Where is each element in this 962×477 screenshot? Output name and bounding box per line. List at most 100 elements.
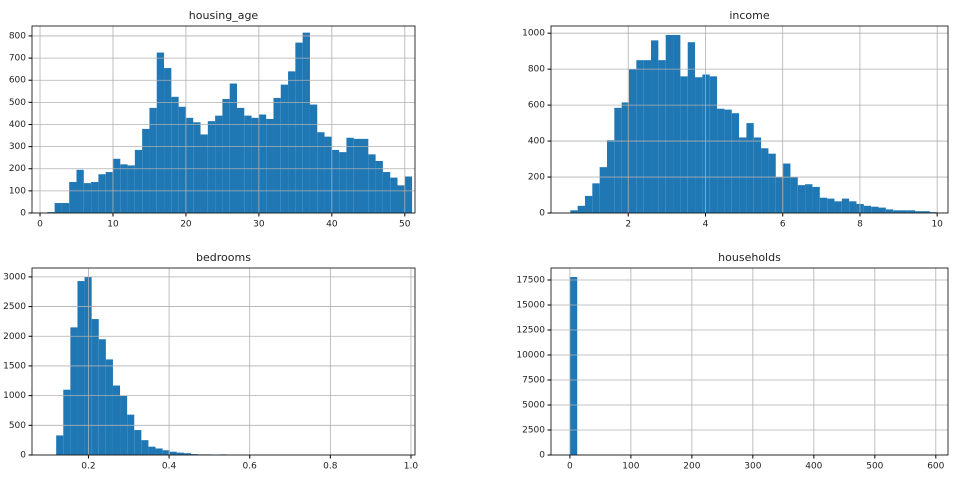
x-tick-label: 100 bbox=[622, 462, 639, 472]
bar bbox=[805, 184, 813, 213]
bar bbox=[775, 177, 784, 213]
bar bbox=[695, 77, 703, 213]
bar bbox=[339, 152, 347, 213]
y-tick-label: 400 bbox=[9, 120, 26, 130]
x-tick-label: 40 bbox=[326, 220, 338, 230]
bar bbox=[702, 74, 710, 213]
bar bbox=[570, 210, 578, 213]
bar bbox=[176, 452, 184, 455]
x-tick-label: 0.6 bbox=[243, 462, 258, 472]
bar bbox=[77, 281, 85, 455]
axes-frame bbox=[31, 267, 416, 456]
x-tick-label: 30 bbox=[253, 220, 265, 230]
bar bbox=[768, 153, 776, 213]
y-tick-label: 200 bbox=[9, 164, 26, 174]
bar bbox=[91, 319, 99, 455]
bar bbox=[91, 182, 99, 213]
bar bbox=[382, 172, 391, 213]
bar bbox=[731, 113, 740, 213]
bar bbox=[142, 128, 150, 213]
y-tick-label: 200 bbox=[528, 173, 545, 183]
bar bbox=[592, 183, 600, 213]
y-tick-label: 500 bbox=[9, 98, 26, 108]
y-tick-label: 0 bbox=[20, 209, 26, 219]
bar bbox=[907, 210, 916, 213]
bar bbox=[162, 450, 170, 455]
bar bbox=[215, 115, 223, 213]
y-tick-label: 300 bbox=[9, 142, 26, 152]
x-tick-label: 1.0 bbox=[404, 462, 419, 472]
bar bbox=[155, 448, 163, 455]
bar bbox=[643, 60, 652, 214]
x-tick-label: 8 bbox=[857, 220, 863, 230]
y-tick-label: 100 bbox=[9, 186, 26, 196]
y-tick-label: 500 bbox=[9, 421, 26, 431]
bar bbox=[871, 206, 879, 213]
bar bbox=[404, 176, 413, 213]
bar bbox=[178, 106, 186, 213]
bar bbox=[120, 164, 128, 213]
x-tick-label: 10 bbox=[107, 220, 119, 230]
axes-frame bbox=[550, 25, 949, 214]
bar bbox=[61, 203, 70, 213]
y-tick-label: 0 bbox=[539, 451, 545, 461]
x-tick-label: 6 bbox=[780, 220, 786, 230]
bar bbox=[841, 198, 850, 213]
bar bbox=[134, 430, 142, 455]
bar bbox=[658, 60, 666, 214]
bar bbox=[295, 42, 303, 214]
bar bbox=[47, 212, 55, 213]
bar bbox=[746, 123, 754, 213]
bar bbox=[105, 172, 113, 213]
y-tick-label: 2500 bbox=[522, 426, 545, 436]
x-tick-label: 20 bbox=[180, 220, 192, 230]
bar bbox=[651, 40, 659, 214]
bar bbox=[331, 149, 340, 213]
bar bbox=[70, 327, 78, 455]
bar bbox=[346, 137, 354, 213]
bar bbox=[761, 148, 769, 213]
y-tick-label: 2000 bbox=[3, 332, 26, 342]
bar bbox=[302, 32, 310, 213]
bar bbox=[665, 34, 674, 213]
bar bbox=[900, 210, 908, 213]
bar bbox=[148, 446, 156, 455]
x-tick-label: 0.4 bbox=[162, 462, 177, 472]
chart-title: bedrooms bbox=[196, 251, 251, 264]
y-tick-label: 3000 bbox=[3, 272, 26, 282]
bar bbox=[141, 440, 149, 455]
y-tick-label: 1000 bbox=[522, 29, 545, 39]
bar bbox=[191, 454, 199, 455]
bar bbox=[614, 107, 622, 213]
bar bbox=[680, 76, 688, 213]
bar bbox=[149, 107, 157, 213]
bar bbox=[893, 210, 901, 213]
bar bbox=[54, 203, 62, 213]
bar bbox=[636, 60, 644, 214]
bar bbox=[127, 414, 135, 455]
y-tick-label: 400 bbox=[528, 137, 545, 147]
bar bbox=[112, 385, 121, 455]
x-tick-label: 600 bbox=[927, 462, 944, 472]
x-tick-label: 0.8 bbox=[323, 462, 338, 472]
y-tick-label: 800 bbox=[528, 65, 545, 75]
y-tick-label: 15000 bbox=[516, 301, 545, 311]
bar bbox=[584, 195, 593, 213]
chart-title: households bbox=[718, 251, 781, 264]
axes-frame bbox=[550, 267, 949, 456]
bar bbox=[361, 138, 369, 213]
bar bbox=[200, 134, 208, 213]
x-tick-label: 0.2 bbox=[81, 462, 95, 472]
bar bbox=[273, 97, 281, 213]
bar bbox=[397, 185, 405, 213]
bar bbox=[69, 182, 77, 213]
bar bbox=[236, 107, 245, 213]
bar bbox=[317, 132, 325, 213]
bar bbox=[258, 114, 267, 213]
bar bbox=[885, 209, 894, 213]
bar bbox=[83, 183, 92, 213]
bar bbox=[353, 138, 362, 213]
bar bbox=[783, 163, 791, 213]
bar bbox=[280, 84, 289, 213]
bar bbox=[739, 137, 747, 213]
